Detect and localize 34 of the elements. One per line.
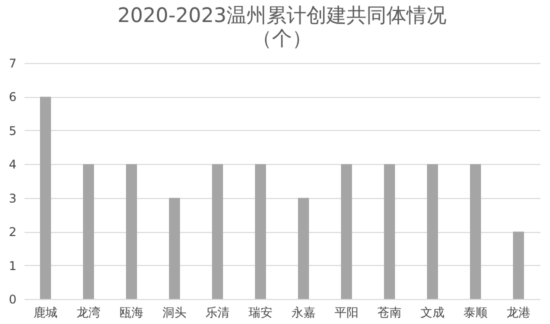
bar [298, 198, 309, 299]
bar [169, 198, 180, 299]
x-tick-label: 瑞安 [248, 306, 272, 320]
bar [470, 164, 481, 299]
y-tick-label: 0 [8, 292, 16, 306]
x-tick-label: 文成 [420, 306, 444, 320]
bar [384, 164, 395, 299]
bar [83, 164, 94, 299]
y-tick-label: 2 [8, 225, 16, 240]
bar [126, 164, 137, 299]
y-tick-label: 5 [8, 124, 16, 138]
x-tick-label: 瓯海 [120, 306, 144, 320]
y-tick-label: 3 [8, 191, 16, 206]
bar [212, 164, 223, 299]
y-tick-label: 4 [8, 158, 16, 172]
bar [255, 164, 266, 299]
y-tick-label: 7 [8, 56, 16, 70]
x-tick-label: 鹿城 [34, 306, 58, 320]
chart-subtitle: （个） [252, 26, 312, 50]
y-tick-label: 6 [8, 90, 16, 104]
bar [427, 164, 438, 299]
bar [40, 96, 51, 299]
x-tick-label: 龙港 [506, 306, 530, 320]
x-tick-label: 泰顺 [464, 306, 488, 320]
x-tick-label: 龙湾 [76, 306, 100, 320]
bar [341, 164, 352, 299]
x-tick-label: 平阳 [334, 306, 358, 320]
y-tick-label: 1 [8, 258, 16, 273]
bar [513, 232, 524, 299]
x-tick-label: 苍南 [378, 306, 402, 320]
chart-title: 2020-2023温州累计创建共同体情况 [117, 3, 447, 27]
x-tick-label: 乐清 [206, 306, 230, 320]
x-tick-label: 洞头 [162, 306, 186, 320]
x-tick-label: 永嘉 [292, 306, 316, 320]
